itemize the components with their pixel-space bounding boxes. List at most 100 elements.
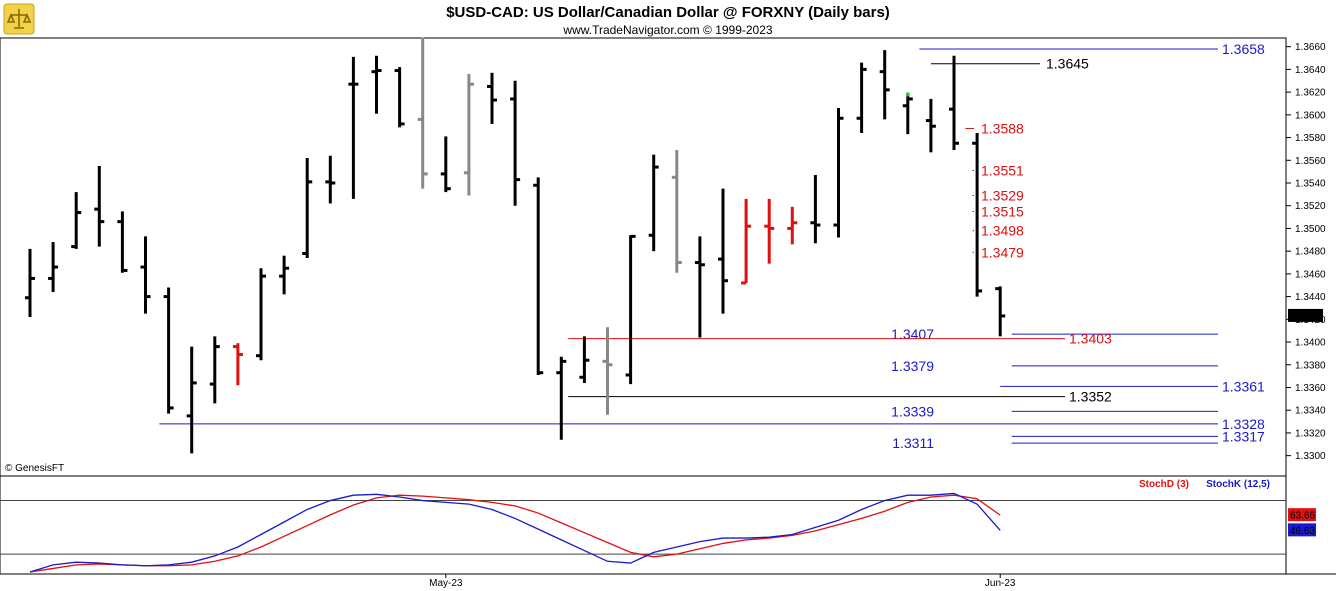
- y-tick-label: 1.3300: [1295, 451, 1326, 462]
- level-label: 1.3352: [1069, 389, 1112, 405]
- stoch-value-label: 46.63: [1290, 526, 1315, 537]
- price-bar: [972, 133, 983, 297]
- level-label: 1.3479: [981, 244, 1024, 260]
- level-label: 1.3379: [891, 358, 934, 374]
- price-bars: [25, 37, 1006, 454]
- price-bar: [25, 248, 35, 318]
- level-label: 1.3498: [981, 223, 1024, 239]
- price-bar: [117, 211, 128, 273]
- chart-title: $USD-CAD: US Dollar/Canadian Dollar @ FO…: [446, 4, 890, 21]
- x-tick-label: May-23: [429, 578, 463, 589]
- y-tick-label: 1.3360: [1295, 383, 1326, 394]
- price-bar: [232, 343, 243, 386]
- price-bar: [325, 155, 336, 204]
- price-bar: [417, 37, 428, 189]
- stoch-value-label: 63.66: [1290, 511, 1315, 522]
- y-tick-label: 1.3540: [1295, 178, 1326, 189]
- price-bar: [949, 55, 959, 151]
- price-bar: [671, 150, 682, 273]
- price-bar: [209, 336, 220, 404]
- price-bar: [648, 154, 659, 252]
- price-bar: [48, 242, 59, 293]
- level-label: 1.3317: [1222, 428, 1265, 444]
- y-tick-label: 1.3380: [1295, 360, 1326, 371]
- app-logo-icon: [3, 3, 35, 35]
- price-bar: [348, 56, 359, 199]
- level-label: 1.3588: [981, 120, 1024, 136]
- stoch-series-line: [29, 492, 1001, 573]
- last-price-tag: 1.3423: [1288, 308, 1323, 322]
- price-bar: [533, 177, 544, 375]
- y-tick-label: 1.3640: [1295, 65, 1326, 76]
- level-label: 1.3361: [1222, 378, 1265, 394]
- level-label: 1.3328: [1222, 416, 1265, 432]
- price-bar: [302, 158, 313, 258]
- price-axis: [1286, 38, 1336, 476]
- price-bar: [856, 62, 867, 134]
- legend-stochd: StochD (3): [1139, 479, 1189, 490]
- y-tick-label: 1.3580: [1295, 133, 1326, 144]
- price-bar: [764, 198, 775, 264]
- price-bar: [879, 50, 890, 120]
- stoch-lines: [29, 492, 1001, 573]
- watermark: © GenesisFT: [5, 463, 64, 474]
- price-bar: [810, 175, 821, 244]
- y-tick-label: 1.3500: [1295, 224, 1326, 235]
- x-axis-labels: May-23 Jun-23: [429, 574, 1016, 589]
- y-tick-label: 1.3400: [1295, 338, 1326, 349]
- price-bar: [925, 98, 936, 153]
- price-bar: [71, 192, 82, 249]
- price-bar: [186, 346, 197, 454]
- stoch-series-line: [29, 494, 1001, 573]
- chart-subtitle: www.TradeNavigator.com © 1999-2023: [562, 23, 772, 37]
- price-bar: [694, 236, 705, 338]
- last-price-label: 1.3423: [1290, 311, 1321, 322]
- legend-stochk: StochK (12,5): [1206, 479, 1270, 490]
- price-bar: [787, 206, 798, 245]
- price-bar: [510, 80, 521, 206]
- price-bar: [718, 188, 728, 314]
- price-bar: [741, 198, 752, 285]
- y-tick-label: 1.3480: [1295, 247, 1326, 258]
- y-tick-label: 1.3460: [1295, 269, 1326, 280]
- stoch-value-tag: [1288, 523, 1316, 537]
- y-tick-label: 1.3520: [1295, 201, 1326, 212]
- price-bar: [440, 136, 451, 193]
- price-bar: [556, 356, 567, 440]
- price-bar: [902, 93, 913, 135]
- price-bar: [602, 327, 613, 415]
- y-tick-label: 1.3620: [1295, 88, 1326, 99]
- level-label: 1.3311: [892, 435, 934, 451]
- price-bar: [371, 55, 382, 114]
- price-bar: [140, 236, 151, 314]
- stoch-panel: [0, 475, 1287, 575]
- level-label: 1.3551: [981, 163, 1024, 179]
- signal-marker: [906, 92, 910, 97]
- level-label: 1.3645: [1046, 56, 1089, 72]
- level-label: 1.3529: [981, 187, 1024, 203]
- y-tick-label: 1.3440: [1295, 292, 1326, 303]
- level-label: 1.3339: [891, 403, 934, 419]
- price-bar: [579, 336, 590, 383]
- price-bar: [487, 72, 497, 124]
- price-bar: [256, 268, 266, 361]
- level-label: 1.3407: [891, 326, 934, 342]
- price-bar: [995, 286, 1006, 337]
- x-tick-label: Jun-23: [985, 578, 1016, 589]
- price-bar: [163, 287, 174, 414]
- y-tick-label: 1.3560: [1295, 156, 1326, 167]
- level-label: 1.3658: [1222, 41, 1265, 57]
- price-bar: [394, 67, 405, 128]
- price-bar: [625, 234, 636, 385]
- y-tick-label: 1.3660: [1295, 42, 1326, 53]
- price-bar: [463, 73, 474, 196]
- price-bar: [833, 108, 844, 238]
- y-tick-label: 1.3320: [1295, 428, 1326, 439]
- stoch-value-tags: 63.66 46.63: [1288, 508, 1316, 537]
- price-bar: [94, 165, 105, 247]
- stoch-value-tag: [1288, 508, 1316, 522]
- y-tick-label: 1.3340: [1295, 406, 1326, 417]
- y-tick-label: 1.3600: [1295, 110, 1326, 121]
